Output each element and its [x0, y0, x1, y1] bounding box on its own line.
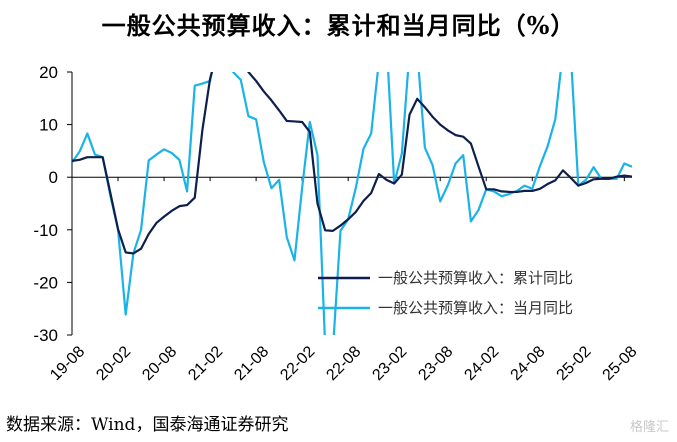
x-tick-label: 24-08	[508, 343, 549, 384]
legend-label-0: 一般公共预算收入：累计同比	[378, 269, 573, 287]
source-note: 数据来源：Wind，国泰海通证券研究	[6, 415, 289, 435]
x-tick-label: 22-08	[323, 343, 364, 384]
x-tick-label: 21-08	[231, 343, 272, 384]
x-tick-label: 20-02	[93, 343, 134, 384]
x-tick-label: 24-02	[461, 343, 502, 384]
x-tick-label: 25-08	[600, 343, 641, 384]
chart-title: 一般公共预算收入：累计和当月同比（%）	[101, 11, 576, 40]
y-tick-label: -30	[33, 326, 58, 345]
watermark: 格隆汇	[629, 420, 669, 435]
legend-label-1: 一般公共预算收入：当月同比	[378, 299, 573, 317]
x-tick-label: 19-08	[47, 343, 88, 384]
series-layer	[72, 72, 632, 335]
series-line-0	[72, 72, 632, 255]
y-tick-label: 10	[39, 116, 58, 135]
y-tick-label: -10	[33, 221, 58, 240]
y-tick-label: -20	[33, 273, 58, 292]
x-tick-label: 23-02	[369, 343, 410, 384]
y-tick-label: 20	[39, 63, 58, 82]
x-tick-label: 25-02	[554, 343, 595, 384]
x-tick-label: 20-08	[139, 343, 180, 384]
x-tick-label: 23-08	[415, 343, 456, 384]
x-tick-label: 22-02	[277, 343, 318, 384]
y-tick-label: 0	[49, 168, 58, 187]
x-tick-label: 21-02	[185, 343, 226, 384]
series-line-1	[72, 72, 632, 335]
